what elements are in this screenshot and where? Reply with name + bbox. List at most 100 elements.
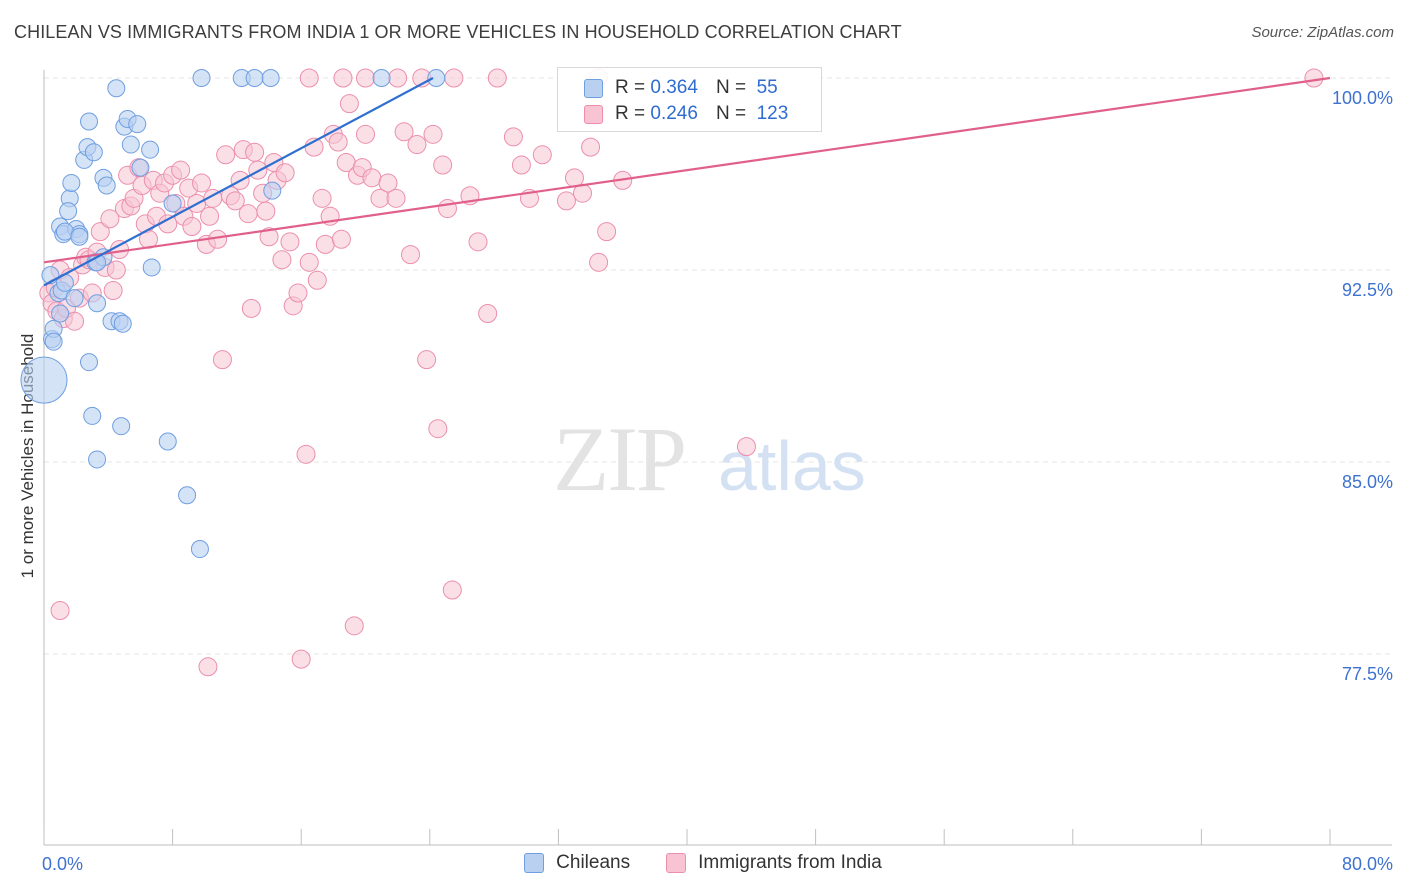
legend-n-value: 55 [756,77,778,98]
india-point [433,155,453,175]
india-point [503,127,523,147]
chilean-point [59,202,78,221]
legend-n-label: N = [715,77,747,98]
chilean-point [142,258,161,277]
chilean-point [84,143,103,162]
legend-item-india[interactable]: Immigrants from India [666,852,882,874]
chilean-point [113,314,132,333]
legend-n-label: N = [715,103,747,124]
series-legend: Chileans Immigrants from India [0,852,1406,874]
legend-swatch-india [584,104,603,124]
legend-row-india: R = 0.246 N = 123 [584,102,788,126]
legend-item-chileans[interactable]: Chileans [524,852,630,874]
y-tick-label: 77.5% [1342,664,1393,684]
india-point [280,232,300,252]
india-point [511,155,531,175]
legend-r-value: 0.364 [650,77,698,98]
india-point [238,204,258,224]
india-point [106,260,126,280]
india-point [328,132,348,152]
india-point [407,135,427,155]
india-point [100,209,120,229]
india-point [198,657,218,677]
chilean-point [107,79,126,98]
chilean-point [51,304,70,323]
legend-r-label: R = [615,77,646,98]
chilean-point [112,417,131,436]
chilean-point [65,289,84,308]
india-points [39,68,1324,677]
india-point [437,199,457,219]
india-point [428,419,448,439]
india-point [331,229,351,249]
watermark-atlas: atlas [718,427,866,505]
chilean-point [80,353,99,372]
india-point [171,160,191,180]
india-point [299,252,319,272]
chilean-point [263,181,282,200]
india-point [333,68,353,88]
chilean-point [88,294,107,313]
india-point [339,94,359,114]
india-point [225,191,245,211]
x-tick-label: 80.0% [1342,854,1393,874]
watermark-zip: ZIP [553,408,685,510]
india-point [315,234,335,254]
india-trendline [43,76,1331,264]
india-point [256,201,276,221]
chilean-point [190,540,209,559]
chilean-point [83,406,102,425]
india-point [259,227,279,247]
chilean-point [128,115,147,134]
india-point [296,444,316,464]
axes [43,70,1392,846]
india-point [394,122,414,142]
gridlines [44,77,1392,655]
y-tick-label: 92.5% [1342,280,1393,300]
india-point [216,145,236,165]
chart-title: CHILEAN VS IMMIGRANTS FROM INDIA 1 OR MO… [14,22,902,42]
india-point [487,68,507,88]
chilean-point [44,332,63,351]
india-point [275,163,295,183]
correlation-legend: R = 0.364 N = 55 R = 0.246 N = 123 [557,67,822,132]
india-point [597,222,617,242]
legend-r-label: R = [615,103,646,124]
chilean-point [20,356,68,404]
india-point [356,124,375,144]
x-tick-label: 0.0% [42,854,83,874]
india-point [736,437,756,457]
chilean-point [97,176,116,195]
india-point [312,188,332,208]
chilean-point [62,173,81,192]
chilean-point [261,69,280,87]
legend-label-india: Immigrants from India [698,852,882,873]
india-point [581,137,601,157]
y-tick-label: 85.0% [1342,472,1393,492]
india-point [386,188,406,208]
india-point [378,173,398,193]
india-point [417,350,437,370]
india-point [344,616,364,636]
chilean-point [163,194,182,213]
legend-n-value: 123 [756,103,789,124]
chilean-point [372,69,391,87]
india-point [478,304,498,324]
india-point [182,216,202,236]
y-tick-label: 100.0% [1332,88,1393,108]
india-point [212,350,232,370]
india-point [90,222,110,242]
chilean-point [192,69,211,87]
india-point [272,250,292,270]
legend-label-chileans: Chileans [556,852,631,873]
india-point [288,283,308,303]
india-point [468,232,488,252]
india-point [356,68,375,88]
chilean-point [88,450,107,469]
chilean-point [141,140,160,159]
india-point [444,68,464,88]
india-point [307,270,327,290]
chilean-points [20,69,446,559]
chilean-point [158,432,177,451]
